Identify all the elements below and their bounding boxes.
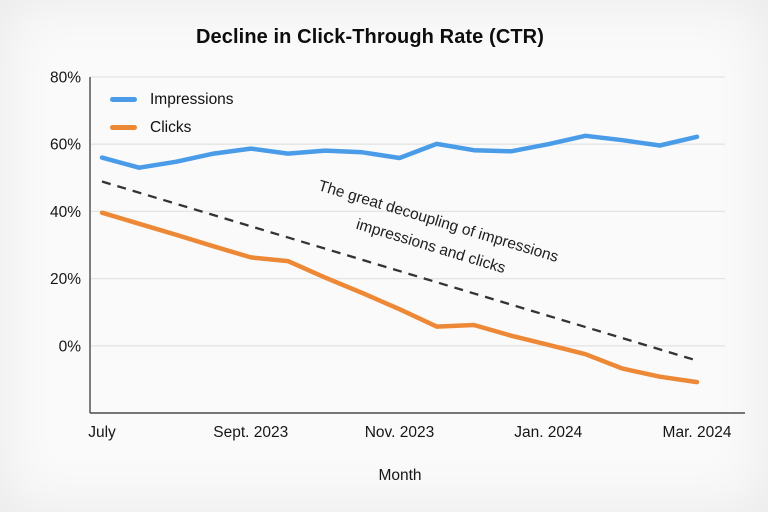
legend-item-impressions: Impressions bbox=[110, 89, 234, 110]
decoupling-trendline bbox=[101, 180, 698, 362]
x-tick-label: Sept. 2023 bbox=[213, 424, 288, 441]
legend-label-clicks: Clicks bbox=[150, 119, 192, 136]
x-tick-label: July bbox=[88, 424, 116, 441]
x-tick-label: Mar. 2024 bbox=[663, 424, 732, 441]
x-axis-title: Month bbox=[378, 467, 421, 484]
y-tick-label: 40% bbox=[50, 204, 81, 221]
chart-title: Decline in Click-Through Rate (CTR) bbox=[196, 26, 544, 48]
legend-label-impressions: Impressions bbox=[150, 91, 234, 108]
impressions-line-swatch bbox=[110, 97, 137, 102]
y-tick-label: 0% bbox=[59, 338, 82, 355]
y-tick-label: 20% bbox=[50, 271, 81, 288]
x-tick-label: Jan. 2024 bbox=[514, 424, 582, 441]
y-tick-label: 80% bbox=[50, 70, 81, 87]
x-tick-label: Nov. 2023 bbox=[365, 424, 435, 441]
impressions-line bbox=[99, 133, 700, 170]
chart-legend: Impressions Clicks bbox=[110, 89, 234, 138]
decoupling-annotation: The great decoupling of impressionsimpre… bbox=[309, 177, 561, 290]
y-tick-label: 60% bbox=[50, 137, 81, 154]
clicks-line-swatch bbox=[110, 125, 137, 130]
legend-item-clicks: Clicks bbox=[110, 117, 234, 138]
clicks-line bbox=[99, 210, 700, 385]
